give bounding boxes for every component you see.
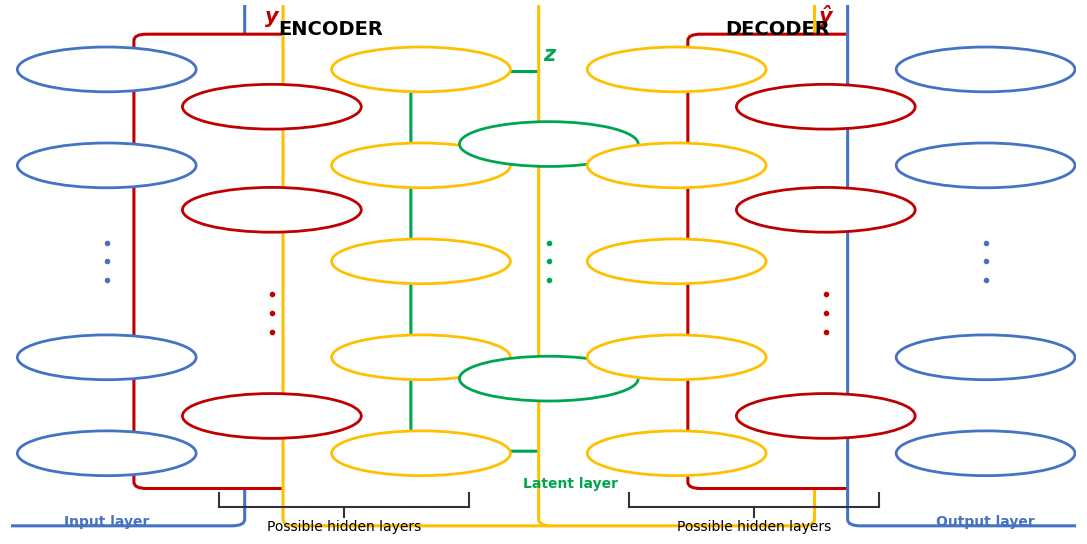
FancyBboxPatch shape <box>134 34 410 489</box>
Ellipse shape <box>896 431 1075 475</box>
Ellipse shape <box>460 122 638 166</box>
Text: y: y <box>265 7 278 27</box>
Text: Latent layer: Latent layer <box>523 477 617 491</box>
Ellipse shape <box>587 47 766 92</box>
Ellipse shape <box>332 335 511 380</box>
Text: ŷ: ŷ <box>819 5 833 27</box>
FancyBboxPatch shape <box>0 0 245 526</box>
Text: z: z <box>542 45 554 65</box>
Ellipse shape <box>17 143 196 188</box>
Ellipse shape <box>332 431 511 475</box>
FancyBboxPatch shape <box>848 0 1087 526</box>
Ellipse shape <box>896 143 1075 188</box>
Text: Possible hidden layers: Possible hidden layers <box>677 520 832 534</box>
Text: Input layer: Input layer <box>64 515 149 529</box>
Ellipse shape <box>736 84 915 129</box>
Ellipse shape <box>587 335 766 380</box>
Text: ENCODER: ENCODER <box>278 20 383 39</box>
Ellipse shape <box>736 393 915 438</box>
Ellipse shape <box>332 239 511 284</box>
FancyBboxPatch shape <box>539 0 814 526</box>
Ellipse shape <box>896 47 1075 92</box>
Ellipse shape <box>332 47 511 92</box>
Ellipse shape <box>17 335 196 380</box>
Ellipse shape <box>332 143 511 188</box>
Ellipse shape <box>587 431 766 475</box>
Ellipse shape <box>460 356 638 401</box>
FancyBboxPatch shape <box>411 71 687 451</box>
Ellipse shape <box>587 239 766 284</box>
Ellipse shape <box>183 393 361 438</box>
Ellipse shape <box>183 188 361 232</box>
FancyBboxPatch shape <box>688 34 964 489</box>
Text: DECODER: DECODER <box>725 20 830 39</box>
Ellipse shape <box>587 143 766 188</box>
Ellipse shape <box>17 47 196 92</box>
Text: Output layer: Output layer <box>936 515 1035 529</box>
Text: Possible hidden layers: Possible hidden layers <box>266 520 421 534</box>
Ellipse shape <box>17 431 196 475</box>
Ellipse shape <box>736 188 915 232</box>
FancyBboxPatch shape <box>283 0 559 526</box>
Ellipse shape <box>183 84 361 129</box>
Ellipse shape <box>896 335 1075 380</box>
